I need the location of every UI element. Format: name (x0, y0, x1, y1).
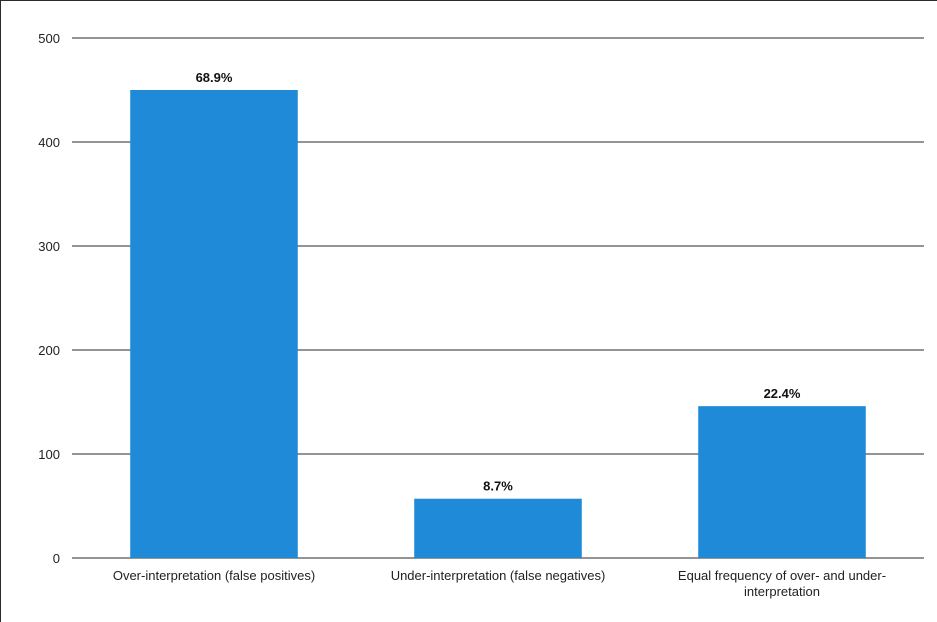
bar (698, 406, 866, 558)
y-tick-label: 200 (38, 343, 60, 358)
category-label: Equal frequency of over- and under- (678, 568, 886, 583)
y-tick-label: 0 (53, 551, 60, 566)
category-label: Under-interpretation (false negatives) (391, 568, 606, 583)
bars (130, 90, 866, 558)
y-tick-label: 400 (38, 135, 60, 150)
y-tick-label: 300 (38, 239, 60, 254)
y-axis-ticks: 0 100 200 300 400 500 (38, 31, 60, 566)
bar (414, 498, 582, 558)
data-labels: 68.9% 8.7% 22.4% (196, 70, 801, 494)
y-tick-label: 100 (38, 447, 60, 462)
category-labels: Over-interpretation (false positives) Und… (113, 568, 886, 599)
data-label: 8.7% (483, 479, 513, 494)
y-tick-label: 500 (38, 31, 60, 46)
data-label: 22.4% (764, 386, 801, 401)
category-label: Over-interpretation (false positives) (113, 568, 315, 583)
category-label: interpretation (744, 584, 820, 599)
bar (130, 90, 298, 558)
data-label: 68.9% (196, 70, 233, 85)
